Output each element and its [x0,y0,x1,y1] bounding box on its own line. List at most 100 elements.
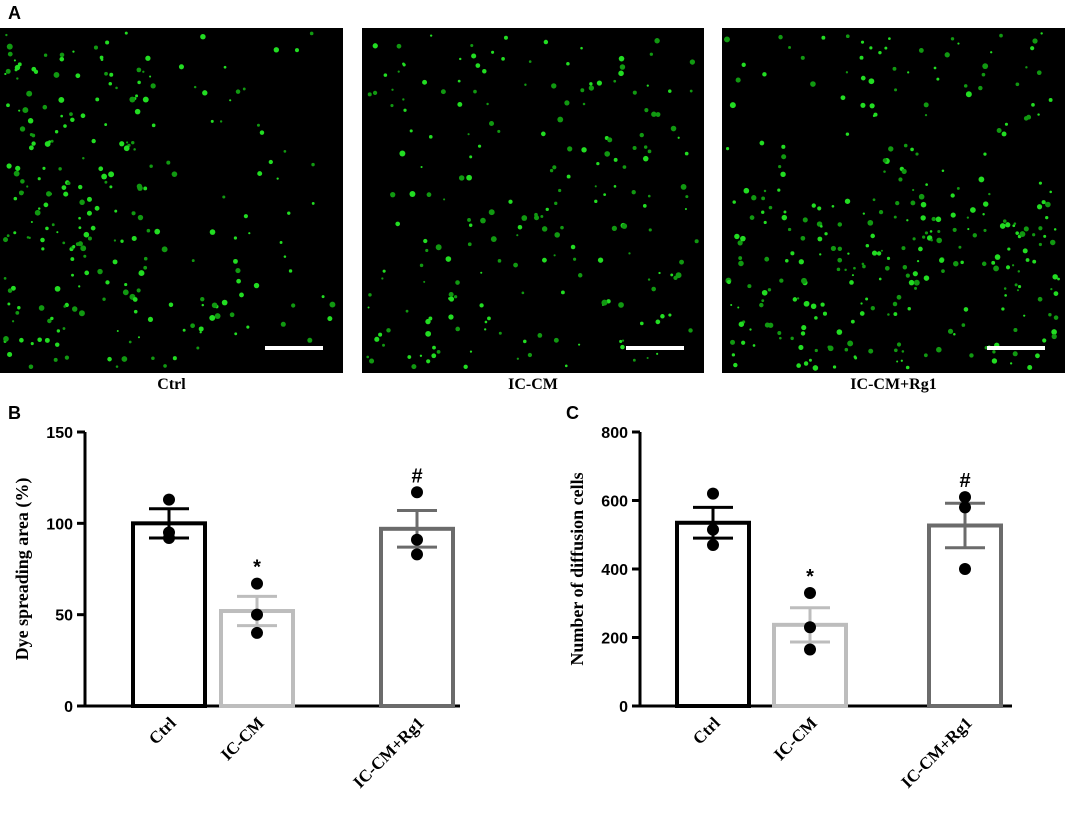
data-point [804,643,816,656]
cell-dot [143,186,148,191]
cell-dot [51,223,55,227]
cell-dot [878,50,882,55]
cell-dot [426,192,432,198]
cell-dot [109,185,113,189]
cell-dot [105,280,110,285]
cell-dot [82,157,85,160]
cell-dot [621,223,628,229]
cell-dot [827,345,831,349]
cell-dot [1015,82,1020,87]
cell-dot [844,198,851,204]
cell-dot [168,302,174,307]
cell-dot [923,353,928,358]
cell-dot [802,217,808,223]
cell-dot [56,329,61,333]
cell-dot [497,259,502,263]
cell-dot [845,34,850,39]
cell-dot [790,251,795,256]
cell-dot [601,299,608,306]
cell-dot [558,188,562,193]
cell-dot [900,359,903,362]
cell-dot [798,259,804,265]
cell-dot [53,357,58,362]
cell-dot [769,206,772,209]
x-tick-label: IC-CM [770,713,821,764]
cell-dot [1037,296,1043,302]
cell-dot [93,45,98,50]
cell-dot [83,254,87,258]
cell-dot [390,103,394,108]
cell-dot [553,337,559,343]
cell-dot [487,316,491,321]
cell-dot [223,65,227,69]
cell-dot [632,90,637,95]
cell-dot [503,35,508,40]
cell-dot [43,202,49,208]
cell-dot [860,75,866,81]
cell-dot [382,343,385,347]
cell-dot [738,256,743,260]
cell-dot [1027,365,1033,371]
cell-dot [64,355,70,360]
y-tick-label: 150 [46,425,73,442]
cell-dot [239,292,244,298]
cell-dot [912,271,918,277]
cell-dot [658,271,661,275]
bar [927,523,1003,708]
cell-dot [209,314,216,321]
cell-dot [960,260,964,265]
cell-dot [403,108,407,112]
cell-dot [124,282,128,287]
cell-dot [386,328,391,333]
cell-dot [193,85,197,89]
data-point [163,493,175,506]
cell-dot [178,64,184,70]
cell-dot [967,227,970,231]
cell-dot [800,331,806,336]
cell-dot [473,89,477,94]
cell-dot [1013,327,1018,333]
cell-dot [1036,70,1042,76]
cell-dot [868,348,874,354]
cell-dot [912,237,916,241]
data-point [251,577,263,590]
cell-dot [872,198,876,202]
cell-dot [734,233,740,240]
cell-dot [1035,353,1040,359]
cell-dot [860,40,865,44]
cell-dot [1004,122,1008,126]
cell-dot [527,352,533,358]
cell-dot [898,177,903,182]
cell-dot [327,316,333,322]
cell-dot [1019,231,1026,238]
cell-dot [367,306,370,309]
cell-dot [1048,313,1052,317]
cell-dot [726,279,731,285]
cell-dot [892,301,898,307]
cell-dot [7,288,13,293]
data-point [707,487,719,500]
cell-dot [307,337,313,343]
cell-dot [901,246,906,251]
cell-dot [970,207,976,213]
cell-dot [880,249,883,252]
cell-dot [920,215,926,221]
cell-dot [7,302,11,306]
cell-dot [761,299,765,303]
cell-dot [524,83,527,86]
cell-dot [150,83,156,89]
cell-dot [570,244,576,250]
cell-dot [878,210,884,215]
cell-dot [378,332,383,337]
y-axis-label: Number of diffusion cells [567,472,587,665]
cell-dot [211,302,218,309]
cell-dot [1014,283,1018,287]
cell-dot [564,364,568,368]
cell-dot [830,245,837,252]
cell-dot [14,68,18,72]
cell-dot [849,280,854,285]
cell-dot [611,225,617,231]
cell-dot [104,71,108,76]
cell-dot [435,244,442,251]
cell-dot [53,72,60,78]
